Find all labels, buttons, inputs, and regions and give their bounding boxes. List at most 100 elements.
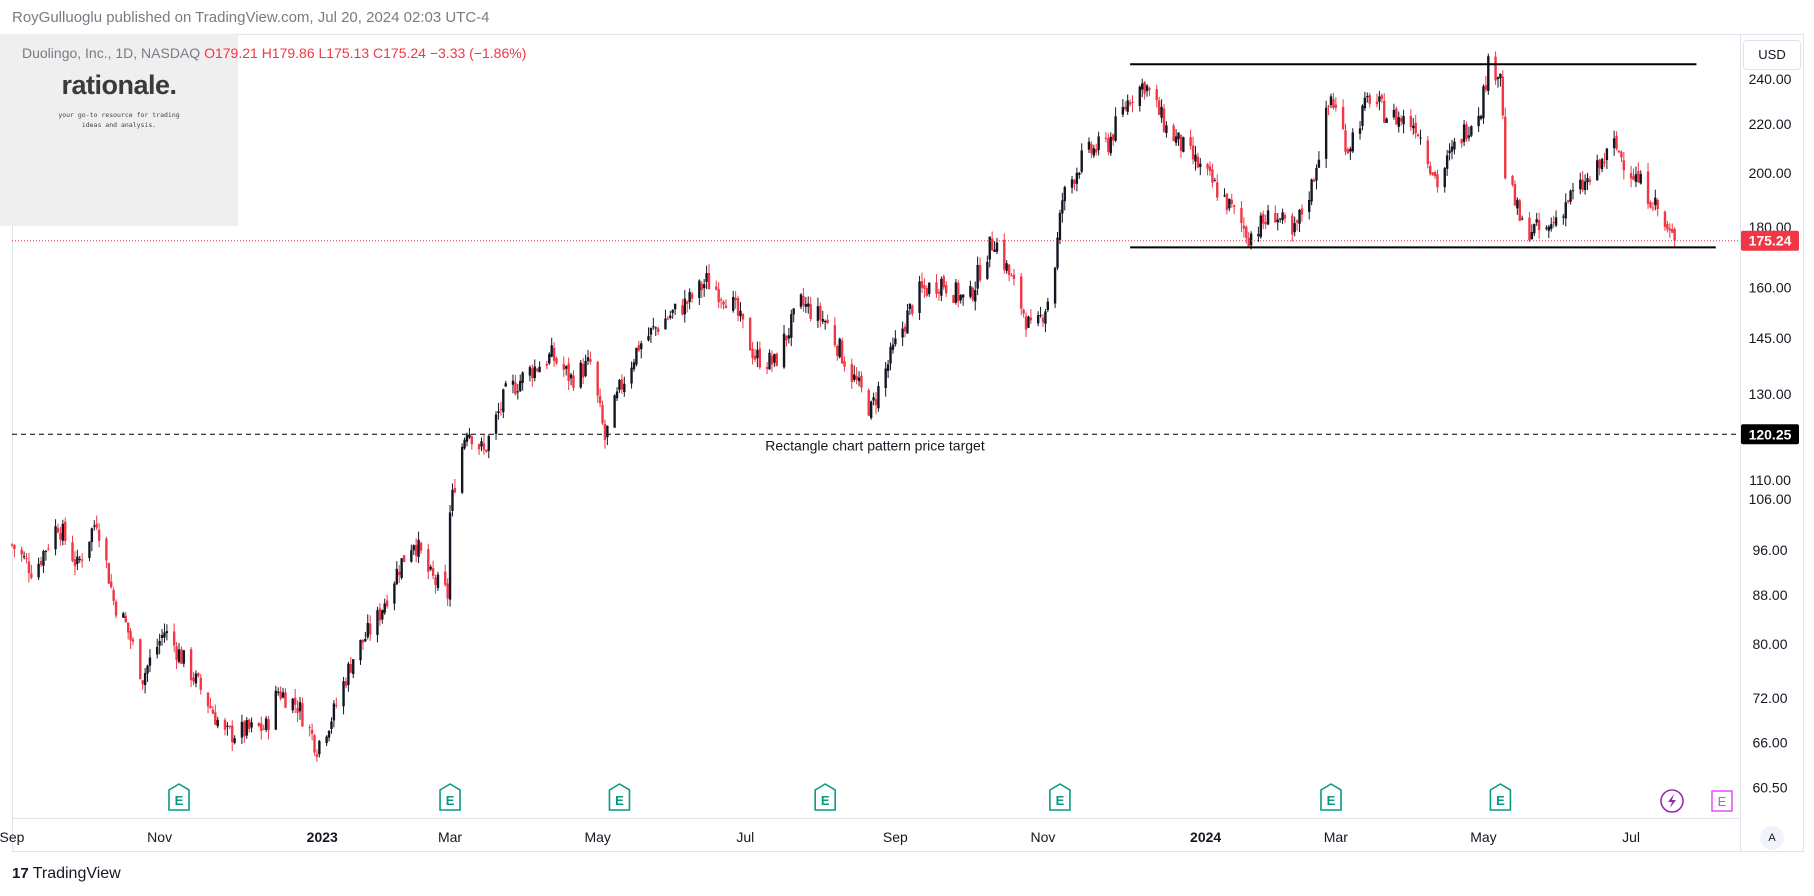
candle	[1470, 125, 1473, 138]
symbol-title[interactable]: Duolingo, Inc., 1D, NASDAQ	[22, 45, 201, 61]
future-event-marker[interactable]: E	[1711, 790, 1733, 812]
candle	[460, 443, 464, 495]
candle	[1179, 134, 1183, 159]
candle	[598, 388, 602, 408]
earnings-marker[interactable]: E	[439, 783, 461, 811]
candle	[1663, 210, 1667, 231]
candle	[623, 376, 626, 397]
candle	[1216, 174, 1219, 201]
auto-scale-button[interactable]: A	[1760, 826, 1784, 850]
candle	[1291, 212, 1294, 242]
candle	[1383, 93, 1386, 124]
candle	[298, 696, 302, 720]
earnings-marker[interactable]: E	[814, 783, 836, 811]
candle	[548, 352, 551, 365]
candle	[702, 279, 706, 297]
candle	[156, 638, 159, 659]
candle	[76, 549, 79, 570]
candle	[1240, 201, 1243, 233]
currency-button[interactable]: USD	[1743, 40, 1801, 70]
candle	[291, 697, 294, 714]
candle	[1090, 141, 1093, 159]
candle	[528, 365, 532, 382]
candle	[1225, 193, 1229, 215]
price-axis-tick: 200.00	[1749, 165, 1792, 181]
candle	[1637, 162, 1640, 183]
candle	[485, 449, 488, 453]
candle	[535, 367, 539, 373]
earnings-marker[interactable]: E	[608, 783, 631, 811]
candle	[1003, 233, 1006, 274]
candle	[436, 571, 440, 592]
candle	[182, 649, 186, 668]
candle	[550, 337, 553, 358]
candle	[1501, 70, 1505, 119]
candle	[381, 609, 384, 624]
tradingview-brand[interactable]: 17 TradingView	[12, 865, 121, 883]
candle	[1046, 297, 1050, 313]
candle	[649, 327, 653, 343]
candle	[768, 349, 771, 370]
earnings-marker[interactable]: E	[1320, 783, 1342, 811]
time-axis-label: Sep	[0, 829, 25, 845]
candle	[419, 541, 423, 554]
earnings-marker[interactable]: E	[168, 783, 190, 811]
candle	[247, 718, 251, 733]
candle	[809, 296, 812, 322]
candle	[1450, 139, 1454, 160]
candle	[1605, 148, 1609, 170]
candle	[911, 304, 914, 317]
candle	[189, 647, 193, 688]
candle	[315, 749, 319, 762]
candle	[110, 573, 113, 589]
candle	[1632, 168, 1635, 181]
candle	[114, 599, 118, 619]
candle	[615, 387, 619, 402]
candle	[937, 288, 941, 301]
candle	[891, 337, 895, 354]
candle	[1479, 114, 1483, 121]
price-axis-tick: 72.00	[1752, 690, 1787, 706]
candle	[175, 642, 178, 670]
candle	[620, 374, 624, 394]
candle	[918, 275, 921, 320]
last-price-tag: 175.24	[1741, 230, 1799, 251]
candle	[1375, 93, 1379, 108]
candle	[143, 668, 147, 694]
candle	[80, 553, 84, 568]
candle	[521, 371, 524, 391]
candle	[216, 716, 219, 729]
candle	[952, 294, 955, 304]
legend-change: −3.33 (−1.86%)	[429, 45, 527, 61]
time-axis-label: May	[1470, 829, 1496, 845]
candle	[344, 677, 348, 689]
candle	[705, 265, 708, 290]
candle	[1300, 204, 1304, 222]
candle	[715, 280, 718, 291]
candle	[260, 716, 263, 740]
candle	[1566, 199, 1570, 204]
time-axis-label: 2024	[1190, 829, 1221, 845]
candle	[869, 400, 873, 420]
candle	[572, 370, 575, 391]
candle	[804, 297, 808, 313]
legend-low: L175.13	[318, 45, 370, 61]
candle	[1308, 191, 1311, 220]
candle	[1317, 151, 1321, 168]
candle	[95, 515, 98, 531]
candle	[1095, 143, 1098, 156]
candle	[93, 520, 96, 531]
candle	[1276, 213, 1279, 231]
candle	[877, 381, 880, 412]
earnings-marker[interactable]: E	[1049, 783, 1071, 811]
candle	[1005, 260, 1008, 274]
lightning-icon[interactable]	[1660, 789, 1684, 813]
candle	[545, 360, 549, 370]
earnings-marker[interactable]: E	[1489, 783, 1512, 811]
candle	[1162, 104, 1166, 133]
candle	[511, 374, 515, 394]
candle	[1257, 226, 1260, 242]
candle	[318, 740, 321, 758]
candle	[126, 622, 130, 640]
